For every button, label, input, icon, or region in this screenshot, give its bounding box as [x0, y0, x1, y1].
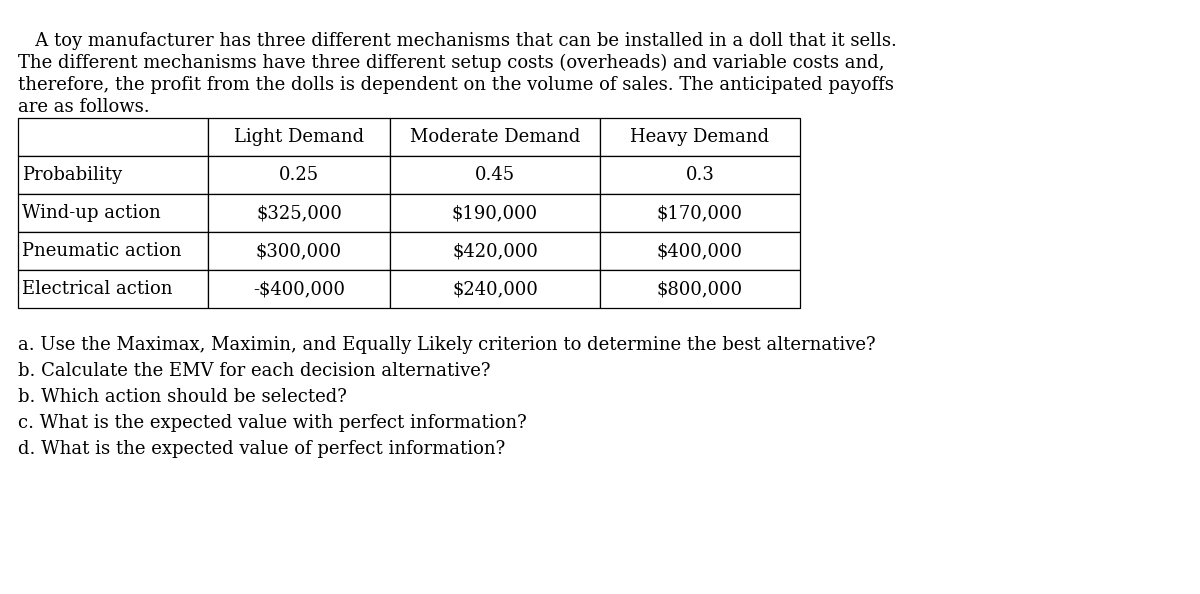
Bar [600, 232, 800, 270]
Text: Light Demand: Light Demand [234, 128, 364, 146]
Bar [600, 156, 800, 194]
Text: therefore, the profit from the dolls is dependent on the volume of sales. The an: therefore, the profit from the dolls is … [18, 76, 894, 94]
Text: $300,000: $300,000 [256, 242, 342, 260]
Text: Wind-up action: Wind-up action [22, 204, 161, 222]
Bar [18, 194, 208, 232]
Bar [18, 156, 208, 194]
Text: Electrical action: Electrical action [22, 280, 173, 298]
Text: 0.3: 0.3 [685, 166, 714, 184]
Text: $190,000: $190,000 [452, 204, 538, 222]
Bar [208, 118, 390, 156]
Text: Moderate Demand: Moderate Demand [410, 128, 580, 146]
Text: b. Calculate the EMV for each decision alternative?: b. Calculate the EMV for each decision a… [18, 362, 491, 380]
Bar [208, 270, 390, 308]
Bar [208, 156, 390, 194]
Text: $420,000: $420,000 [452, 242, 538, 260]
Text: 0.25: 0.25 [278, 166, 319, 184]
Bar [18, 270, 208, 308]
Text: $170,000: $170,000 [658, 204, 743, 222]
Text: 0.45: 0.45 [475, 166, 515, 184]
Text: a. Use the Maximax, Maximin, and Equally Likely criterion to determine the best : a. Use the Maximax, Maximin, and Equally… [18, 336, 876, 354]
Bar [390, 232, 600, 270]
Bar [18, 232, 208, 270]
Text: $400,000: $400,000 [658, 242, 743, 260]
Bar [390, 270, 600, 308]
Text: Heavy Demand: Heavy Demand [630, 128, 769, 146]
Bar [208, 232, 390, 270]
Bar [18, 118, 208, 156]
Text: d. What is the expected value of perfect information?: d. What is the expected value of perfect… [18, 440, 505, 458]
Text: c. What is the expected value with perfect information?: c. What is the expected value with perfe… [18, 414, 527, 432]
Text: $325,000: $325,000 [256, 204, 342, 222]
Text: Probability: Probability [22, 166, 122, 184]
Text: The different mechanisms have three different setup costs (overheads) and variab: The different mechanisms have three diff… [18, 54, 884, 72]
Text: $800,000: $800,000 [656, 280, 743, 298]
Text: A toy manufacturer has three different mechanisms that can be installed in a dol: A toy manufacturer has three different m… [18, 32, 896, 50]
Text: b. Which action should be selected?: b. Which action should be selected? [18, 388, 347, 406]
Text: Pneumatic action: Pneumatic action [22, 242, 181, 260]
Bar [390, 118, 600, 156]
Text: $240,000: $240,000 [452, 280, 538, 298]
Bar [600, 270, 800, 308]
Bar [390, 194, 600, 232]
Bar [600, 194, 800, 232]
Bar [208, 194, 390, 232]
Bar [390, 156, 600, 194]
Text: are as follows.: are as follows. [18, 98, 150, 116]
Text: -$400,000: -$400,000 [253, 280, 346, 298]
Bar [600, 118, 800, 156]
